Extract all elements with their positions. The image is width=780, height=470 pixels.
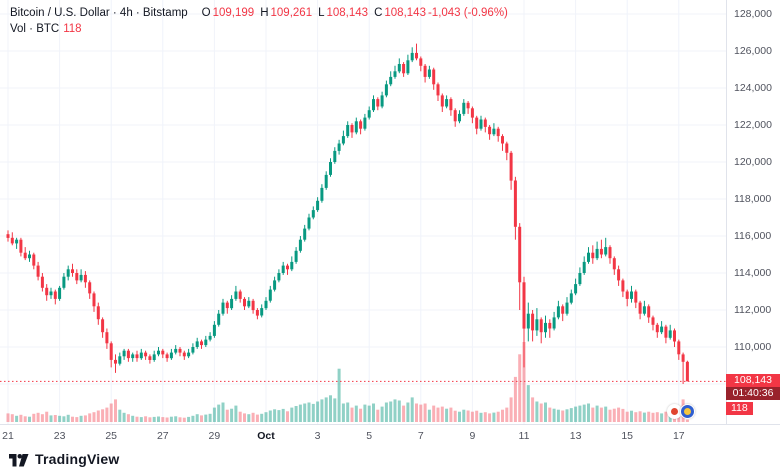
time-axis-label: 11: [518, 430, 530, 442]
open-value: 109,199: [212, 7, 255, 19]
close-value: 108,143: [384, 7, 426, 19]
price-axis-label: 126,000: [734, 45, 772, 57]
close-label: C: [374, 7, 383, 19]
low-label: L: [318, 7, 325, 19]
time-axis-label: 5: [366, 430, 373, 442]
time-axis-label: Oct: [257, 430, 275, 442]
price-axis-label: 124,000: [734, 82, 772, 94]
volume-value: 118: [63, 23, 82, 35]
event-marker-dot: [671, 408, 678, 415]
symbol-legend: Bitcoin / U.S. Dollar · 4h · Bitstamp O 10…: [10, 7, 508, 19]
change-value: -1,043 (-0.96%): [427, 7, 508, 19]
tradingview-brand-text: TradingView: [35, 451, 120, 467]
tradingview-logo[interactable]: TradingView: [8, 451, 119, 467]
event-marker-dot: [684, 408, 691, 415]
price-axis-label: 122,000: [734, 119, 772, 131]
price-axis-label: 110,000: [734, 341, 772, 353]
volume-label[interactable]: Vol · BTC: [10, 23, 60, 35]
price-axis-label: 116,000: [734, 230, 772, 242]
time-axis-label: 23: [53, 430, 66, 442]
time-axis-label: 29: [208, 430, 221, 442]
time-axis[interactable]: 21 23 25 27 29 Oct 3 5 7 9 11 13 15 17: [0, 424, 780, 447]
time-axis-label: 27: [156, 430, 169, 442]
price-axis-label: 114,000: [734, 267, 772, 279]
tradingview-logo-icon: [9, 454, 29, 467]
event-markers[interactable]: [667, 404, 695, 419]
price-axis[interactable]: 128,000 126,000 124,000 122,000 120,000 118,0…: [726, 0, 780, 424]
high-label: H: [260, 7, 269, 19]
time-axis-label: 13: [569, 430, 582, 442]
symbol-title[interactable]: Bitcoin / U.S. Dollar · 4h · Bitstamp: [10, 7, 188, 19]
low-value: 108,143: [326, 7, 369, 19]
volume-axis-badge: 118: [726, 402, 753, 415]
open-label: O: [201, 7, 211, 19]
high-value: 109,261: [270, 7, 313, 19]
price-axis-label: 118,000: [734, 193, 772, 205]
time-axis-label: 25: [105, 430, 118, 442]
volume-legend: Vol · BTC 118: [10, 23, 82, 35]
price-axis-label: 128,000: [734, 8, 772, 20]
time-axis-label: 15: [621, 430, 634, 442]
event-marker-icon[interactable]: [680, 404, 695, 419]
last-price-value: 108,143: [726, 374, 780, 388]
price-axis-label: 120,000: [734, 156, 772, 168]
time-axis-label: 9: [469, 430, 476, 442]
price-axis-label: 112,000: [734, 304, 772, 316]
time-axis-label: 21: [2, 430, 14, 442]
time-axis-label: 7: [417, 430, 424, 442]
last-price-badge: 108,143 01:40:36: [726, 374, 780, 401]
time-axis-label: 3: [314, 430, 321, 442]
bar-countdown: 01:40:36: [726, 387, 780, 401]
time-axis-label: 17: [672, 430, 685, 442]
